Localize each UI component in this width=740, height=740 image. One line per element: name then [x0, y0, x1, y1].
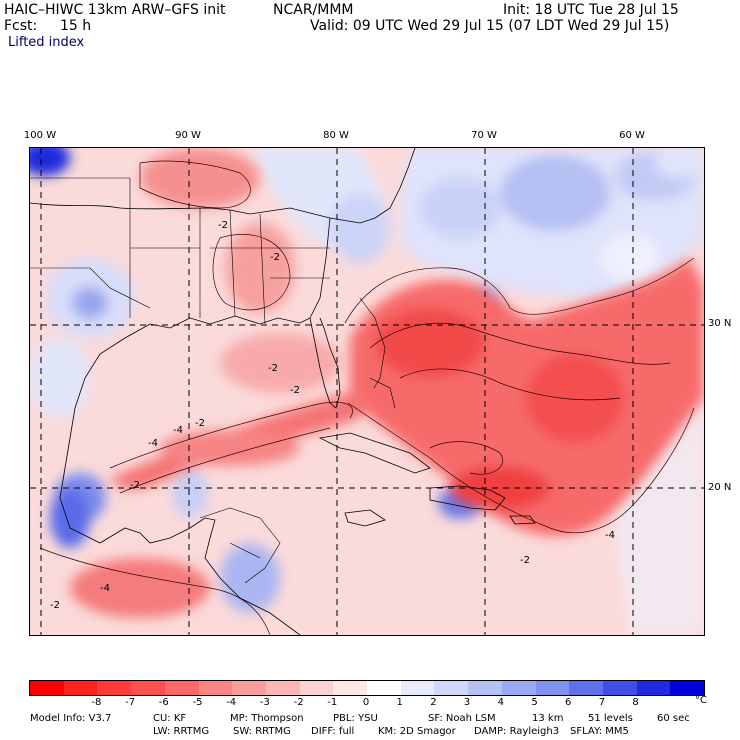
- contour-label: -2: [130, 480, 140, 491]
- colorbar-segment: [501, 681, 536, 695]
- colorbar-segment: [299, 681, 334, 695]
- lifted-index-map: -2 -2 -2 -4 -4 -2 -2 -2 -2 -4 -2 -4: [29, 147, 705, 636]
- colorbar-segment: [468, 681, 502, 695]
- colorbar-segment: [131, 681, 165, 695]
- footer-km: KM: 2D Smagor: [378, 726, 456, 737]
- colorbar-unit: °C: [695, 695, 707, 706]
- colorbar-tick-label: -8: [91, 697, 102, 708]
- contour-label: -2: [290, 385, 300, 396]
- colorbar-tick-label: 7: [598, 697, 606, 708]
- init-time: Init: 18 UTC Tue 28 Jul 15: [503, 2, 679, 18]
- contour-label: -2: [195, 418, 205, 429]
- footer-diff: DIFF: full: [311, 726, 355, 737]
- colorbar-tick-label: 6: [565, 697, 572, 708]
- contour-label: -4: [100, 583, 110, 594]
- footer-lw: LW: RRTMG: [153, 726, 210, 737]
- footer-levels: 51 levels: [588, 713, 633, 724]
- colorbar-segment: [569, 681, 603, 695]
- contour-label: -2: [50, 600, 60, 611]
- contour-label: -2: [218, 220, 228, 231]
- contour-lines: [39, 160, 695, 635]
- colorbar-tick-label: 2: [430, 697, 437, 708]
- lon-label-70w: 70 W: [471, 130, 497, 141]
- graticule: [30, 148, 704, 635]
- colorbar-segment: [400, 681, 435, 695]
- colorbar-tick-label: 0: [362, 697, 370, 708]
- colorbar-tick-label: 8: [632, 697, 639, 708]
- contour-label: -2: [268, 363, 278, 374]
- colorbar-segment: [333, 681, 368, 695]
- contour-label: -2: [270, 252, 280, 263]
- colorbar-segment: [602, 681, 637, 695]
- colorbar-segment: [670, 681, 705, 695]
- model-title: HAIC–HIWC 13km ARW–GFS init: [4, 2, 226, 18]
- colorbar-tick-label: -6: [158, 697, 169, 708]
- lon-label-90w: 90 W: [175, 130, 201, 141]
- footer-damp: DAMP: Rayleigh3: [474, 726, 560, 737]
- colorbar-segment: [30, 681, 64, 695]
- contour-label: -4: [173, 425, 183, 436]
- colorbar-tick-label: 5: [531, 697, 538, 708]
- footer-timestep: 60 sec: [657, 713, 690, 724]
- footer-model-info: Model Info: V3.7: [30, 713, 112, 724]
- footer-sw: SW: RRTMG: [233, 726, 291, 737]
- contour-label: -4: [605, 530, 615, 541]
- contour-label: -4: [148, 438, 158, 449]
- colorbar-tick-label: 3: [463, 697, 471, 708]
- coastlines: [30, 148, 536, 635]
- lon-label-60w: 60 W: [619, 130, 645, 141]
- colorbar: [29, 680, 705, 696]
- colorbar-tick-label: -4: [226, 697, 237, 708]
- contour-labels: -2 -2 -2 -4 -4 -2 -2 -2 -2 -4 -2 -4: [50, 220, 615, 611]
- colorbar-segment: [535, 681, 570, 695]
- colorbar-tick-label: -7: [125, 697, 136, 708]
- colorbar-tick-label: -1: [327, 697, 338, 708]
- footer-cu: CU: KF: [153, 713, 187, 724]
- forecast-hour: 15 h: [60, 18, 92, 34]
- lon-label-100w: 100 W: [23, 130, 57, 141]
- colorbar-tick-label: -5: [192, 697, 203, 708]
- colorbar-segment: [63, 681, 98, 695]
- colorbar-tick-label: 1: [396, 697, 403, 708]
- colorbar-segment: [434, 681, 469, 695]
- colorbar-segment: [265, 681, 300, 695]
- field-name: Lifted index: [8, 35, 85, 50]
- colorbar-tick-label: -2: [293, 697, 304, 708]
- contour-label: -2: [520, 555, 530, 566]
- footer-mp: MP: Thompson: [230, 713, 304, 724]
- colorbar-segment: [97, 681, 132, 695]
- footer-sf: SF: Noah LSM: [428, 713, 496, 724]
- footer-resolution: 13 km: [532, 713, 564, 724]
- colorbar-segment: [164, 681, 199, 695]
- lat-label-20n: 20 N: [708, 482, 732, 493]
- colorbar-segment: [367, 681, 401, 695]
- colorbar-segment: [636, 681, 671, 695]
- colorbar-segment: [232, 681, 266, 695]
- colorbar-tick-label: 4: [497, 697, 504, 708]
- footer-pbl: PBL: YSU: [333, 713, 378, 724]
- footer-sflay: SFLAY: MM5: [570, 726, 629, 737]
- valid-time: Valid: 09 UTC Wed 29 Jul 15 (07 LDT Wed …: [310, 18, 670, 34]
- lon-label-80w: 80 W: [323, 130, 349, 141]
- map-canvas: -2 -2 -2 -4 -4 -2 -2 -2 -2 -4 -2 -4: [30, 148, 704, 635]
- unstable-regions: [70, 148, 704, 618]
- lat-label-30n: 30 N: [708, 318, 732, 329]
- colorbar-segment: [198, 681, 233, 695]
- colorbar-tick-label: -3: [259, 697, 270, 708]
- organization-label: NCAR/MMM: [273, 2, 354, 18]
- forecast-label: Fcst:: [4, 18, 38, 34]
